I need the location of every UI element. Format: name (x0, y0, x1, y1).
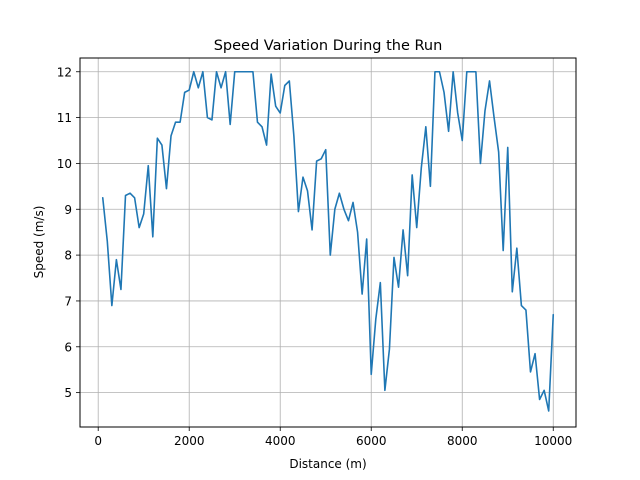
plot-frame (79, 57, 577, 428)
y-tick-label: 8 (64, 249, 72, 263)
x-tick-label: 8000 (447, 434, 478, 448)
y-tick-label: 11 (57, 111, 72, 125)
x-tick-label: 4000 (265, 434, 296, 448)
y-tick-label: 10 (57, 157, 72, 171)
y-axis-ticks: 5 6 7 8 9 10 11 12 (57, 65, 80, 400)
y-tick-label: 9 (64, 203, 72, 217)
x-axis-ticks: 0 2000 4000 6000 8000 10000 (94, 427, 572, 448)
chart-title: Speed Variation During the Run (214, 38, 443, 54)
vertical-gridlines (97, 58, 554, 427)
y-axis-label: Speed (m/s) (32, 206, 46, 279)
y-tick-label: 6 (64, 340, 72, 354)
y-tick-label: 12 (57, 65, 72, 79)
y-tick-label: 5 (64, 386, 72, 400)
x-tick-label: 2000 (174, 434, 205, 448)
speed-series-line (101, 70, 555, 412)
x-tick-label: 6000 (356, 434, 387, 448)
x-tick-label: 0 (94, 434, 102, 448)
x-tick-label: 10000 (534, 434, 572, 448)
x-axis-label: Distance (m) (289, 457, 366, 471)
y-tick-label: 7 (64, 294, 72, 308)
